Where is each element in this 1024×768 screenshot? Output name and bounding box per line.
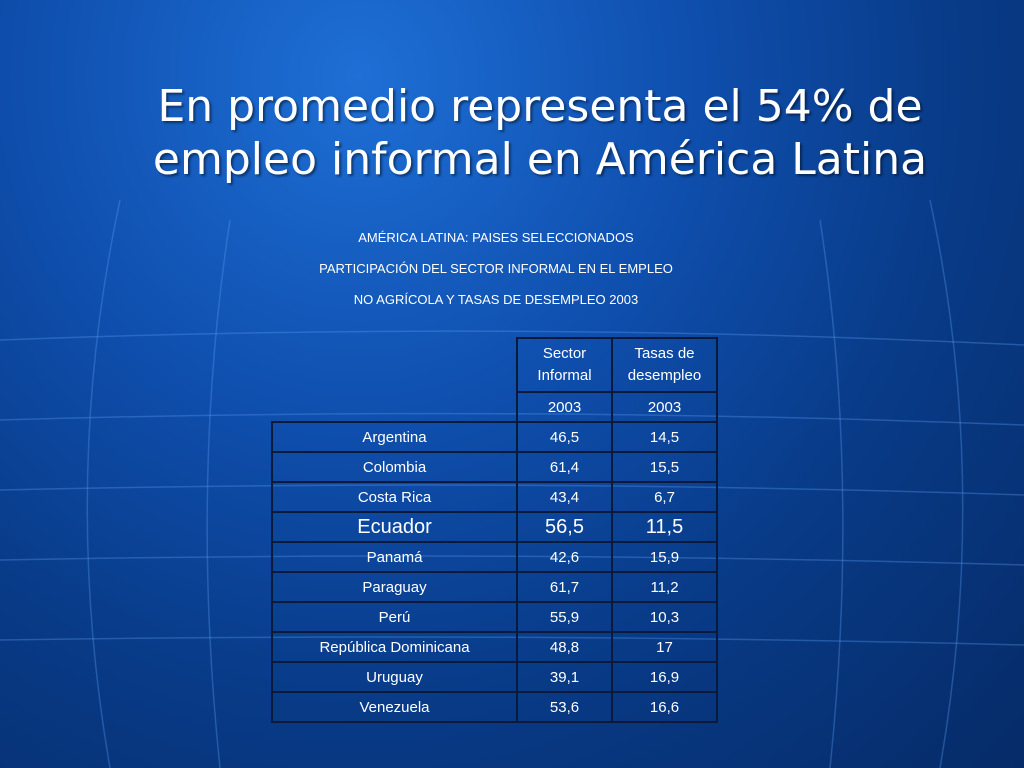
table-row: Costa Rica 43,4 6,7 [271, 481, 718, 513]
informal-cell: 56,5 [516, 511, 613, 543]
table-row: Panamá 42,6 15,9 [271, 541, 718, 573]
informal-cell: 61,4 [516, 451, 613, 483]
year-sector-informal: 2003 [516, 391, 613, 423]
informal-cell: 39,1 [516, 661, 613, 693]
unemployment-cell: 15,9 [611, 541, 718, 573]
informal-cell: 46,5 [516, 421, 613, 453]
table-row: Paraguay 61,7 11,2 [271, 571, 718, 603]
header-empty-cell [272, 338, 517, 392]
country-cell: Perú [271, 601, 518, 633]
country-cell: Paraguay [271, 571, 518, 603]
country-cell: Panamá [271, 541, 518, 573]
header-tasas-desempleo: Tasas de desempleo [611, 337, 718, 393]
header-sector-informal: Sector Informal [516, 337, 613, 393]
caption-line-2: PARTICIPACIÓN DEL SECTOR INFORMAL EN EL … [319, 261, 673, 276]
table-row: Venezuela 53,6 16,6 [271, 691, 718, 723]
country-cell: Argentina [271, 421, 518, 453]
table-row: Perú 55,9 10,3 [271, 601, 718, 633]
country-cell: Uruguay [271, 661, 518, 693]
slide-title: En promedio representa el 54% de empleo … [100, 80, 980, 186]
unemployment-cell: 10,3 [611, 601, 718, 633]
informal-cell: 43,4 [516, 481, 613, 513]
informal-cell: 55,9 [516, 601, 613, 633]
table-row: República Dominicana 48,8 17 [271, 631, 718, 663]
table-row: Argentina 46,5 14,5 [271, 421, 718, 453]
country-cell: Venezuela [271, 691, 518, 723]
informal-cell: 53,6 [516, 691, 613, 723]
year-tasas-desempleo: 2003 [611, 391, 718, 423]
unemployment-cell: 11,5 [611, 511, 718, 543]
unemployment-cell: 16,9 [611, 661, 718, 693]
country-cell: Colombia [271, 451, 518, 483]
title-line-1: En promedio representa el 54% de [157, 81, 923, 132]
unemployment-cell: 17 [611, 631, 718, 663]
caption-line-3: NO AGRÍCOLA Y TASAS DE DESEMPLEO 2003 [353, 292, 639, 307]
country-cell: República Dominicana [271, 631, 518, 663]
unemployment-cell: 11,2 [611, 571, 718, 603]
informal-cell: 42,6 [516, 541, 613, 573]
unemployment-cell: 15,5 [611, 451, 718, 483]
table-year-row: 2003 2003 [272, 391, 718, 423]
table-row: Uruguay 39,1 16,9 [271, 661, 718, 693]
table-row: Colombia 61,4 15,5 [271, 451, 718, 483]
unemployment-cell: 16,6 [611, 691, 718, 723]
informal-cell: 48,8 [516, 631, 613, 663]
unemployment-cell: 6,7 [611, 481, 718, 513]
unemployment-cell: 14,5 [611, 421, 718, 453]
informal-employment-table: Sector Informal Tasas de desempleo 2003 20… [271, 337, 718, 723]
year-empty-cell [272, 392, 517, 422]
table-caption: AMÉRICA LATINA: PAISES SELECCIONADOS PAR… [271, 224, 721, 317]
caption-line-1: AMÉRICA LATINA: PAISES SELECCIONADOS [358, 230, 634, 245]
informal-cell: 61,7 [516, 571, 613, 603]
country-cell: Costa Rica [271, 481, 518, 513]
table-row-highlighted: Ecuador 56,5 11,5 [271, 511, 718, 543]
table-header-row: Sector Informal Tasas de desempleo [272, 337, 718, 393]
country-cell: Ecuador [271, 511, 518, 543]
title-line-2: empleo informal en América Latina [152, 134, 928, 185]
